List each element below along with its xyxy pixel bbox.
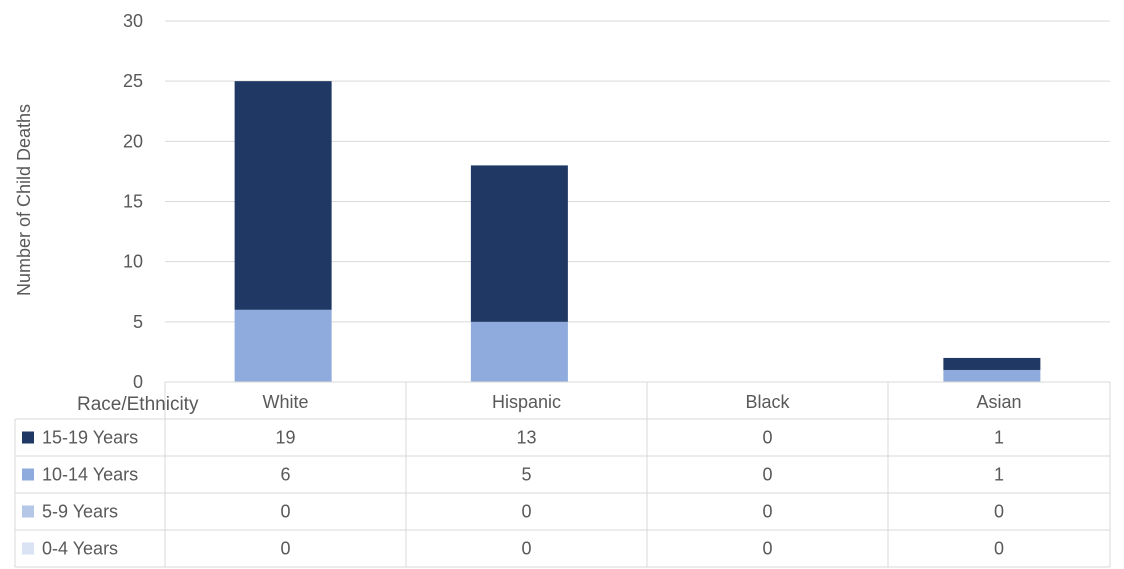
data-table-value: 1	[994, 465, 1004, 485]
legend-swatch	[22, 505, 34, 518]
x-category-label: Hispanic	[492, 392, 561, 412]
legend-swatch	[22, 431, 34, 444]
bars	[234, 81, 1041, 382]
data-table-value: 6	[280, 465, 290, 485]
data-table-value: 0	[521, 539, 531, 559]
y-tick-label: 15	[123, 192, 143, 212]
data-table-value: 1	[994, 428, 1004, 448]
legend-label: 5-9 Years	[42, 502, 118, 522]
y-tick-label: 30	[123, 11, 143, 31]
data-table-value: 5	[521, 465, 531, 485]
data-table-value: 19	[275, 428, 295, 448]
data-table-value: 0	[762, 502, 772, 522]
data-table-value: 0	[994, 539, 1004, 559]
x-axis-title: Race/Ethnicity	[77, 394, 199, 415]
y-axis-title: Number of Child Deaths	[14, 104, 34, 296]
legend-label: 0-4 Years	[42, 539, 118, 559]
y-axis-ticks: 0 5 10 15 20 25 30	[123, 11, 143, 392]
x-category-label: Asian	[976, 392, 1021, 412]
x-category-label: Black	[745, 392, 790, 412]
legend-swatch	[22, 542, 34, 555]
data-table-value: 0	[280, 539, 290, 559]
y-tick-label: 0	[133, 372, 143, 392]
bar-segment	[234, 309, 332, 382]
legend-swatch	[22, 468, 34, 481]
data-table-value: 0	[994, 502, 1004, 522]
y-tick-label: 5	[133, 312, 143, 332]
data-table-value: 13	[516, 428, 536, 448]
bar-segment	[943, 369, 1041, 382]
data-table-value: 0	[762, 428, 772, 448]
bar-segment	[234, 81, 332, 310]
data-table: White Hispanic Black Asian 15-19 Years 19 13 0 1…	[14, 381, 1111, 568]
bar-segment	[943, 357, 1041, 370]
data-table-value: 0	[762, 539, 772, 559]
y-tick-label: 20	[123, 131, 143, 151]
bar-segment	[470, 165, 568, 322]
y-tick-label: 25	[123, 71, 143, 91]
bar-segment	[470, 321, 568, 382]
legend-label: 15-19 Years	[42, 428, 138, 448]
legend-label: 10-14 Years	[42, 465, 138, 485]
data-table-value: 0	[521, 502, 531, 522]
data-table-value: 0	[280, 502, 290, 522]
data-table-value: 0	[762, 465, 772, 485]
y-tick-label: 10	[123, 252, 143, 272]
x-category-label: White	[262, 392, 308, 412]
